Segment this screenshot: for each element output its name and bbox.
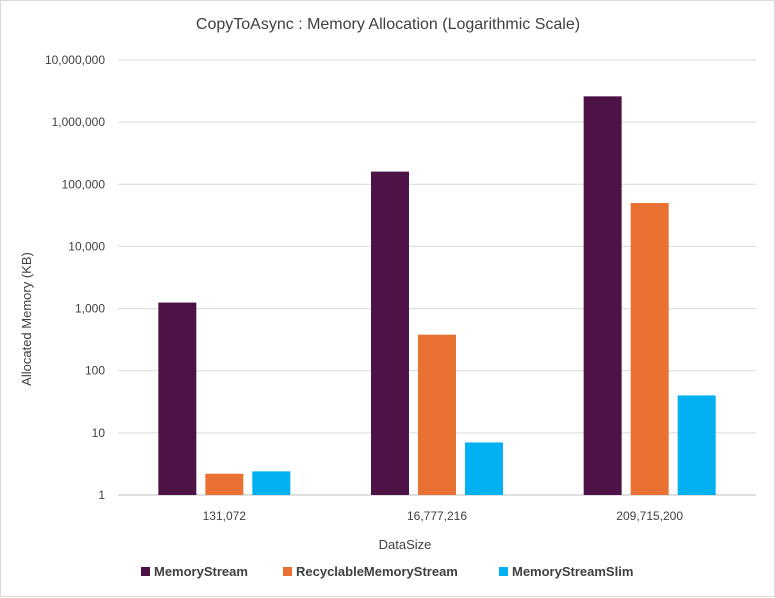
legend-label: RecyclableMemoryStream	[296, 564, 458, 579]
bar-recyclable-memory-stream-2	[418, 334, 456, 495]
y-axis-tick-labels: 1 10 100 1,000 10,000 100,000 1,000,000 10,000,…	[45, 53, 105, 502]
x-tick-label: 16,777,216	[407, 509, 467, 523]
legend: MemoryStream RecyclableMemoryStream Memory…	[141, 564, 633, 579]
legend-label: MemoryStreamSlim	[512, 564, 633, 579]
bar-memory-stream-2	[371, 171, 409, 495]
bar-recyclable-memory-stream-3	[630, 202, 669, 495]
bar-recyclable-memory-stream-1	[205, 473, 244, 495]
x-axis-tick-labels: 131,072 16,777,216 209,715,200	[203, 509, 684, 523]
x-axis-title: DataSize	[379, 537, 432, 552]
y-tick-label: 100	[85, 364, 105, 378]
x-tick-label: 131,072	[203, 509, 247, 523]
y-tick-label: 1	[98, 488, 105, 502]
y-tick-label: 10,000,000	[45, 53, 105, 67]
y-tick-label: 100,000	[62, 177, 106, 191]
y-tick-label: 1,000	[75, 302, 105, 316]
bar-memory-stream-slim-2	[465, 442, 503, 495]
legend-swatch	[141, 567, 150, 576]
legend-label: MemoryStream	[154, 564, 248, 579]
legend-swatch	[499, 567, 508, 576]
bar-memory-stream-3	[583, 96, 622, 495]
legend-swatch	[283, 567, 292, 576]
chart-title: CopyToAsync : Memory Allocation (Logarit…	[196, 16, 580, 33]
y-tick-label: 10,000	[68, 239, 105, 253]
bar-memory-stream-slim-1	[252, 471, 291, 495]
y-axis-title: Allocated Memory (KB)	[19, 252, 34, 386]
bars	[158, 96, 716, 495]
y-tick-label: 1,000,000	[52, 115, 106, 129]
bar-memory-stream-1	[158, 302, 197, 495]
x-tick-label: 209,715,200	[616, 509, 683, 523]
bar-memory-stream-slim-3	[677, 395, 716, 495]
y-tick-label: 10	[92, 426, 106, 440]
